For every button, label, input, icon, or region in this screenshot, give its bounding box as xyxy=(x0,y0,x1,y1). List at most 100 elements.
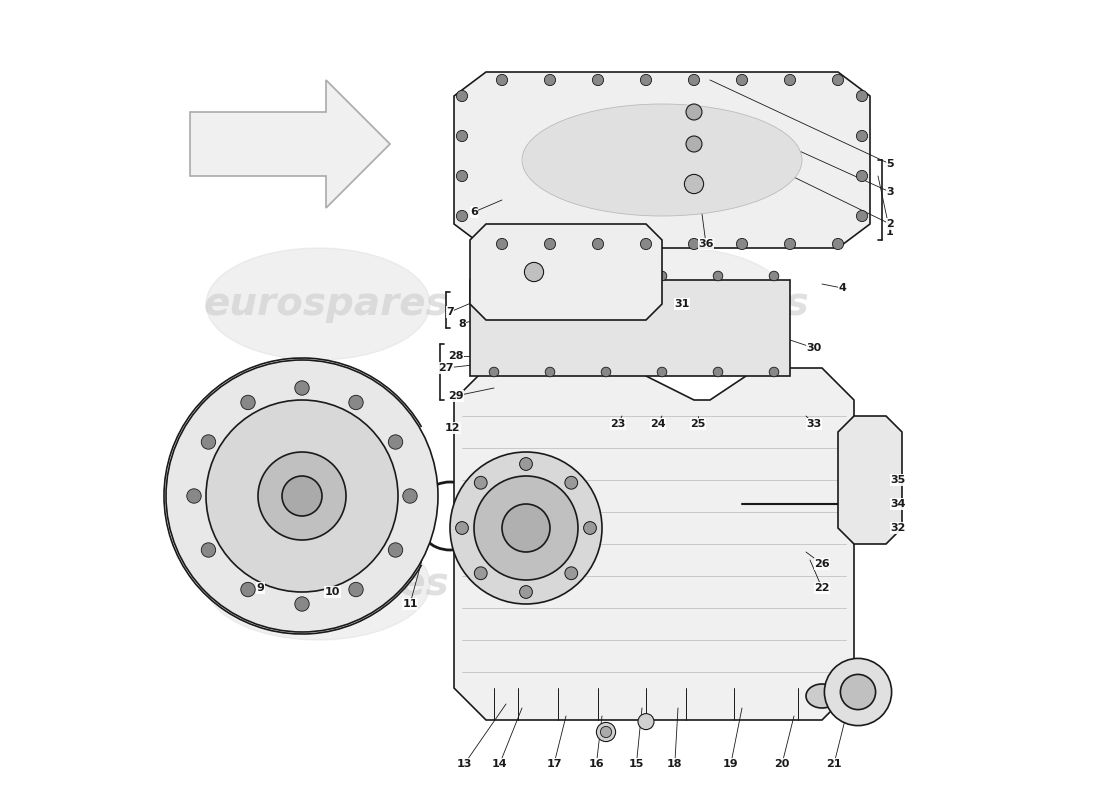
Circle shape xyxy=(857,210,868,222)
Circle shape xyxy=(596,722,616,742)
Circle shape xyxy=(456,170,468,182)
Circle shape xyxy=(601,726,612,738)
Circle shape xyxy=(455,522,469,534)
Circle shape xyxy=(450,452,602,604)
Text: 24: 24 xyxy=(650,419,666,429)
Ellipse shape xyxy=(522,104,802,216)
Circle shape xyxy=(565,567,578,580)
Circle shape xyxy=(519,586,532,598)
Circle shape xyxy=(593,74,604,86)
Text: 7: 7 xyxy=(447,307,454,317)
Text: 22: 22 xyxy=(814,583,829,593)
Ellipse shape xyxy=(206,248,430,360)
Circle shape xyxy=(456,90,468,102)
Text: eurospares: eurospares xyxy=(563,565,808,603)
Circle shape xyxy=(206,400,398,592)
Circle shape xyxy=(849,675,875,701)
Circle shape xyxy=(689,74,700,86)
Text: 2: 2 xyxy=(887,219,894,229)
Circle shape xyxy=(833,238,844,250)
Text: 19: 19 xyxy=(723,759,738,769)
Circle shape xyxy=(686,136,702,152)
Circle shape xyxy=(640,74,651,86)
Text: 30: 30 xyxy=(806,343,822,353)
Text: 28: 28 xyxy=(448,351,463,361)
Circle shape xyxy=(456,210,468,222)
Circle shape xyxy=(638,714,654,730)
Text: 25: 25 xyxy=(691,419,706,429)
Circle shape xyxy=(456,130,468,142)
Circle shape xyxy=(166,360,438,632)
Polygon shape xyxy=(470,280,790,376)
Circle shape xyxy=(657,367,667,377)
Polygon shape xyxy=(190,80,390,208)
Text: eurospares: eurospares xyxy=(563,285,808,323)
Text: eurospares: eurospares xyxy=(204,285,449,323)
Ellipse shape xyxy=(806,684,838,708)
Circle shape xyxy=(525,262,543,282)
Text: 33: 33 xyxy=(806,419,822,429)
Circle shape xyxy=(187,489,201,503)
Ellipse shape xyxy=(566,528,790,640)
Circle shape xyxy=(474,476,578,580)
Text: 10: 10 xyxy=(324,587,340,597)
Text: 35: 35 xyxy=(890,475,905,485)
Circle shape xyxy=(544,74,556,86)
Text: 1: 1 xyxy=(887,227,894,237)
Circle shape xyxy=(769,367,779,377)
Text: 11: 11 xyxy=(403,599,418,609)
Text: 26: 26 xyxy=(814,559,829,569)
Text: 4: 4 xyxy=(838,283,846,293)
Circle shape xyxy=(388,543,403,558)
Text: 13: 13 xyxy=(456,759,472,769)
Text: 32: 32 xyxy=(890,523,905,533)
Circle shape xyxy=(686,104,702,120)
Ellipse shape xyxy=(566,248,790,360)
Text: 15: 15 xyxy=(629,759,645,769)
Circle shape xyxy=(496,74,507,86)
Circle shape xyxy=(602,367,610,377)
Circle shape xyxy=(769,271,779,281)
Circle shape xyxy=(201,542,216,557)
Ellipse shape xyxy=(826,678,866,706)
Circle shape xyxy=(857,130,868,142)
Circle shape xyxy=(295,381,309,395)
Circle shape xyxy=(349,395,363,410)
Text: 9: 9 xyxy=(256,583,264,593)
Circle shape xyxy=(713,367,723,377)
Circle shape xyxy=(349,582,363,597)
Circle shape xyxy=(474,567,487,580)
Circle shape xyxy=(282,476,322,516)
Circle shape xyxy=(496,238,507,250)
Circle shape xyxy=(689,238,700,250)
Circle shape xyxy=(857,90,868,102)
Text: 20: 20 xyxy=(774,759,790,769)
Ellipse shape xyxy=(206,528,430,640)
Circle shape xyxy=(258,452,346,540)
Text: 18: 18 xyxy=(667,759,682,769)
Polygon shape xyxy=(838,416,902,544)
Text: eurospares: eurospares xyxy=(204,565,449,603)
Text: 8: 8 xyxy=(458,319,466,329)
Text: 6: 6 xyxy=(470,207,477,217)
Text: 31: 31 xyxy=(674,299,690,309)
Circle shape xyxy=(593,238,604,250)
Text: 34: 34 xyxy=(890,499,905,509)
Circle shape xyxy=(602,271,610,281)
Circle shape xyxy=(519,458,532,470)
Polygon shape xyxy=(454,72,870,248)
Circle shape xyxy=(502,504,550,552)
Text: 14: 14 xyxy=(492,759,507,769)
Circle shape xyxy=(736,238,748,250)
Circle shape xyxy=(403,489,417,503)
Circle shape xyxy=(843,473,857,487)
Circle shape xyxy=(241,582,255,597)
Text: 16: 16 xyxy=(588,759,604,769)
Polygon shape xyxy=(454,368,854,720)
Circle shape xyxy=(490,271,498,281)
Circle shape xyxy=(295,597,309,611)
Circle shape xyxy=(842,668,882,708)
Circle shape xyxy=(824,658,892,726)
Circle shape xyxy=(241,395,255,410)
Circle shape xyxy=(857,170,868,182)
